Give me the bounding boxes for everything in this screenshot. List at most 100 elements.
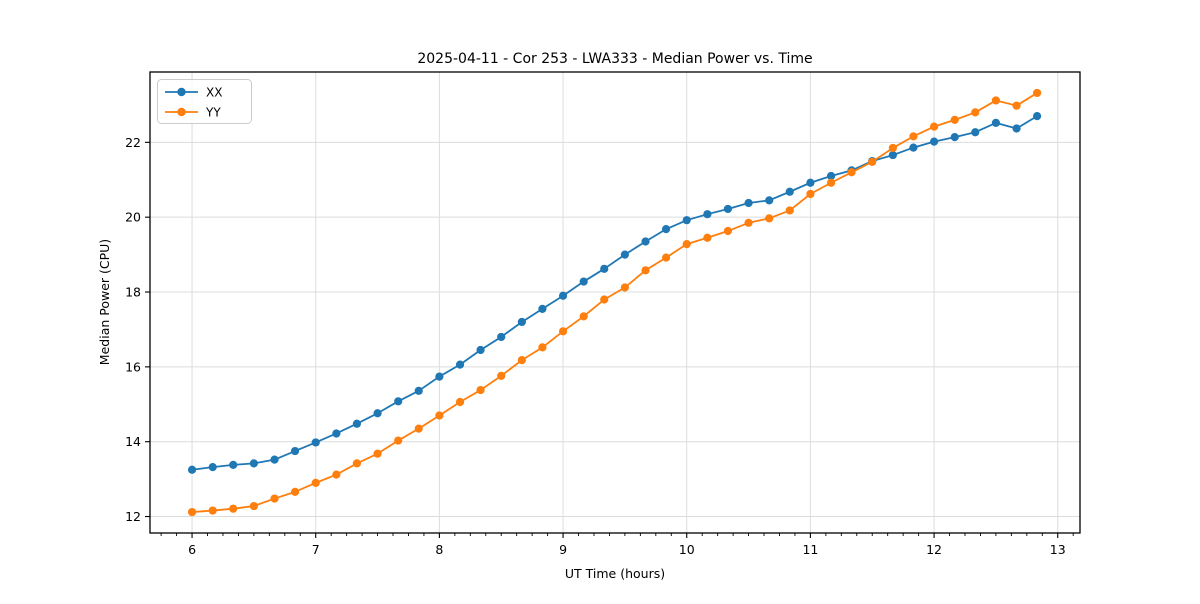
data-point-yy [909,132,918,141]
data-point-yy [765,214,774,223]
data-point-xx [311,438,320,447]
x-tick-label: 9 [559,542,567,557]
data-point-xx [579,277,588,286]
data-series [187,88,1042,517]
data-point-xx [394,397,403,406]
data-point-xx [723,204,733,214]
data-point-xx [290,446,300,456]
data-point-xx [373,409,382,418]
data-point-yy [311,478,320,487]
legend-entry-yy: YY [165,106,221,120]
data-point-xx [455,360,465,369]
data-point-xx [332,429,341,438]
data-point-yy [723,226,733,236]
y-tick-label: 22 [125,135,141,150]
x-tick-label: 6 [188,542,196,557]
data-point-yy [868,157,877,166]
data-point-yy [476,385,485,395]
data-point-xx [806,178,815,187]
legend-entry-xx: XX [165,86,222,100]
legend-label-yy: YY [205,106,221,120]
data-point-xx [497,332,506,342]
data-point-yy [744,218,753,227]
data-point-xx [682,216,691,225]
data-point-yy [394,436,403,445]
data-point-yy [290,487,300,496]
data-point-yy [806,189,815,199]
data-point-yy [991,96,1001,105]
data-point-yy [558,327,568,336]
data-point-xx [600,264,609,273]
legend: XX YY [157,79,252,124]
data-point-yy [661,253,671,262]
data-point-xx [641,237,650,246]
data-point-yy [950,115,959,124]
data-point-xx [249,459,258,468]
data-point-xx [744,198,753,208]
data-point-xx [909,143,918,152]
legend-marker-xx [177,87,186,97]
data-point-xx [703,210,712,219]
data-point-yy [1012,101,1021,110]
data-point-xx [270,455,279,464]
data-point-yy [497,371,506,380]
chart-title: 2025-04-11 - Cor 253 - LWA333 - Median P… [417,51,812,67]
data-point-xx [785,187,794,196]
data-point-yy [641,266,650,275]
axes-spines [149,71,1081,534]
y-axis-label: Median Power (CPU) [97,239,112,365]
y-tick-label: 18 [125,285,141,300]
data-point-yy [249,501,258,511]
data-point-yy [414,424,423,433]
data-point-yy [847,168,856,177]
data-point-xx [538,304,547,313]
data-point-yy [208,506,217,515]
data-point-xx [435,372,444,381]
data-point-xx [558,291,568,300]
axis-ticks: 6 7 8 9 10 11 12 13 12 14 16 18 20 22 [125,135,1074,557]
plot-border [149,71,1081,534]
data-point-yy [455,397,465,407]
y-tick-label: 12 [125,509,141,524]
data-point-xx [929,137,939,146]
data-point-yy [888,143,897,153]
data-point-yy [352,459,361,468]
legend-label-xx: XX [206,86,222,100]
data-point-yy [517,356,526,365]
legend-marker-yy [177,107,186,117]
data-point-xx [187,465,197,474]
data-point-yy [971,108,980,117]
data-point-yy [682,240,691,249]
data-point-xx [765,196,774,205]
y-tick-label: 14 [125,434,141,449]
x-tick-label: 13 [1050,542,1066,557]
data-point-yy [785,206,794,215]
data-point-xx [888,150,897,160]
data-point-xx [620,250,629,259]
data-point-yy [229,504,238,513]
data-point-xx [661,225,671,234]
gridlines [150,72,1080,533]
legend-box [157,79,252,124]
series-yy [187,88,1042,517]
data-point-yy [373,449,382,458]
data-point-xx [950,133,959,142]
data-point-yy [579,312,588,321]
data-point-yy [270,494,279,503]
data-point-yy [600,295,609,304]
series-xx [187,112,1042,474]
data-point-yy [620,283,629,292]
data-point-xx [476,345,485,355]
x-tick-label: 12 [926,542,942,557]
data-point-xx [991,118,1001,127]
x-tick-label: 7 [312,542,320,557]
data-point-xx [971,128,980,137]
series-line-yy [191,92,1038,513]
x-tick-label: 11 [802,542,818,557]
x-tick-label: 8 [435,542,443,557]
data-point-xx [229,460,238,469]
data-point-yy [187,507,197,517]
data-point-xx [208,463,217,472]
data-point-yy [929,122,939,131]
